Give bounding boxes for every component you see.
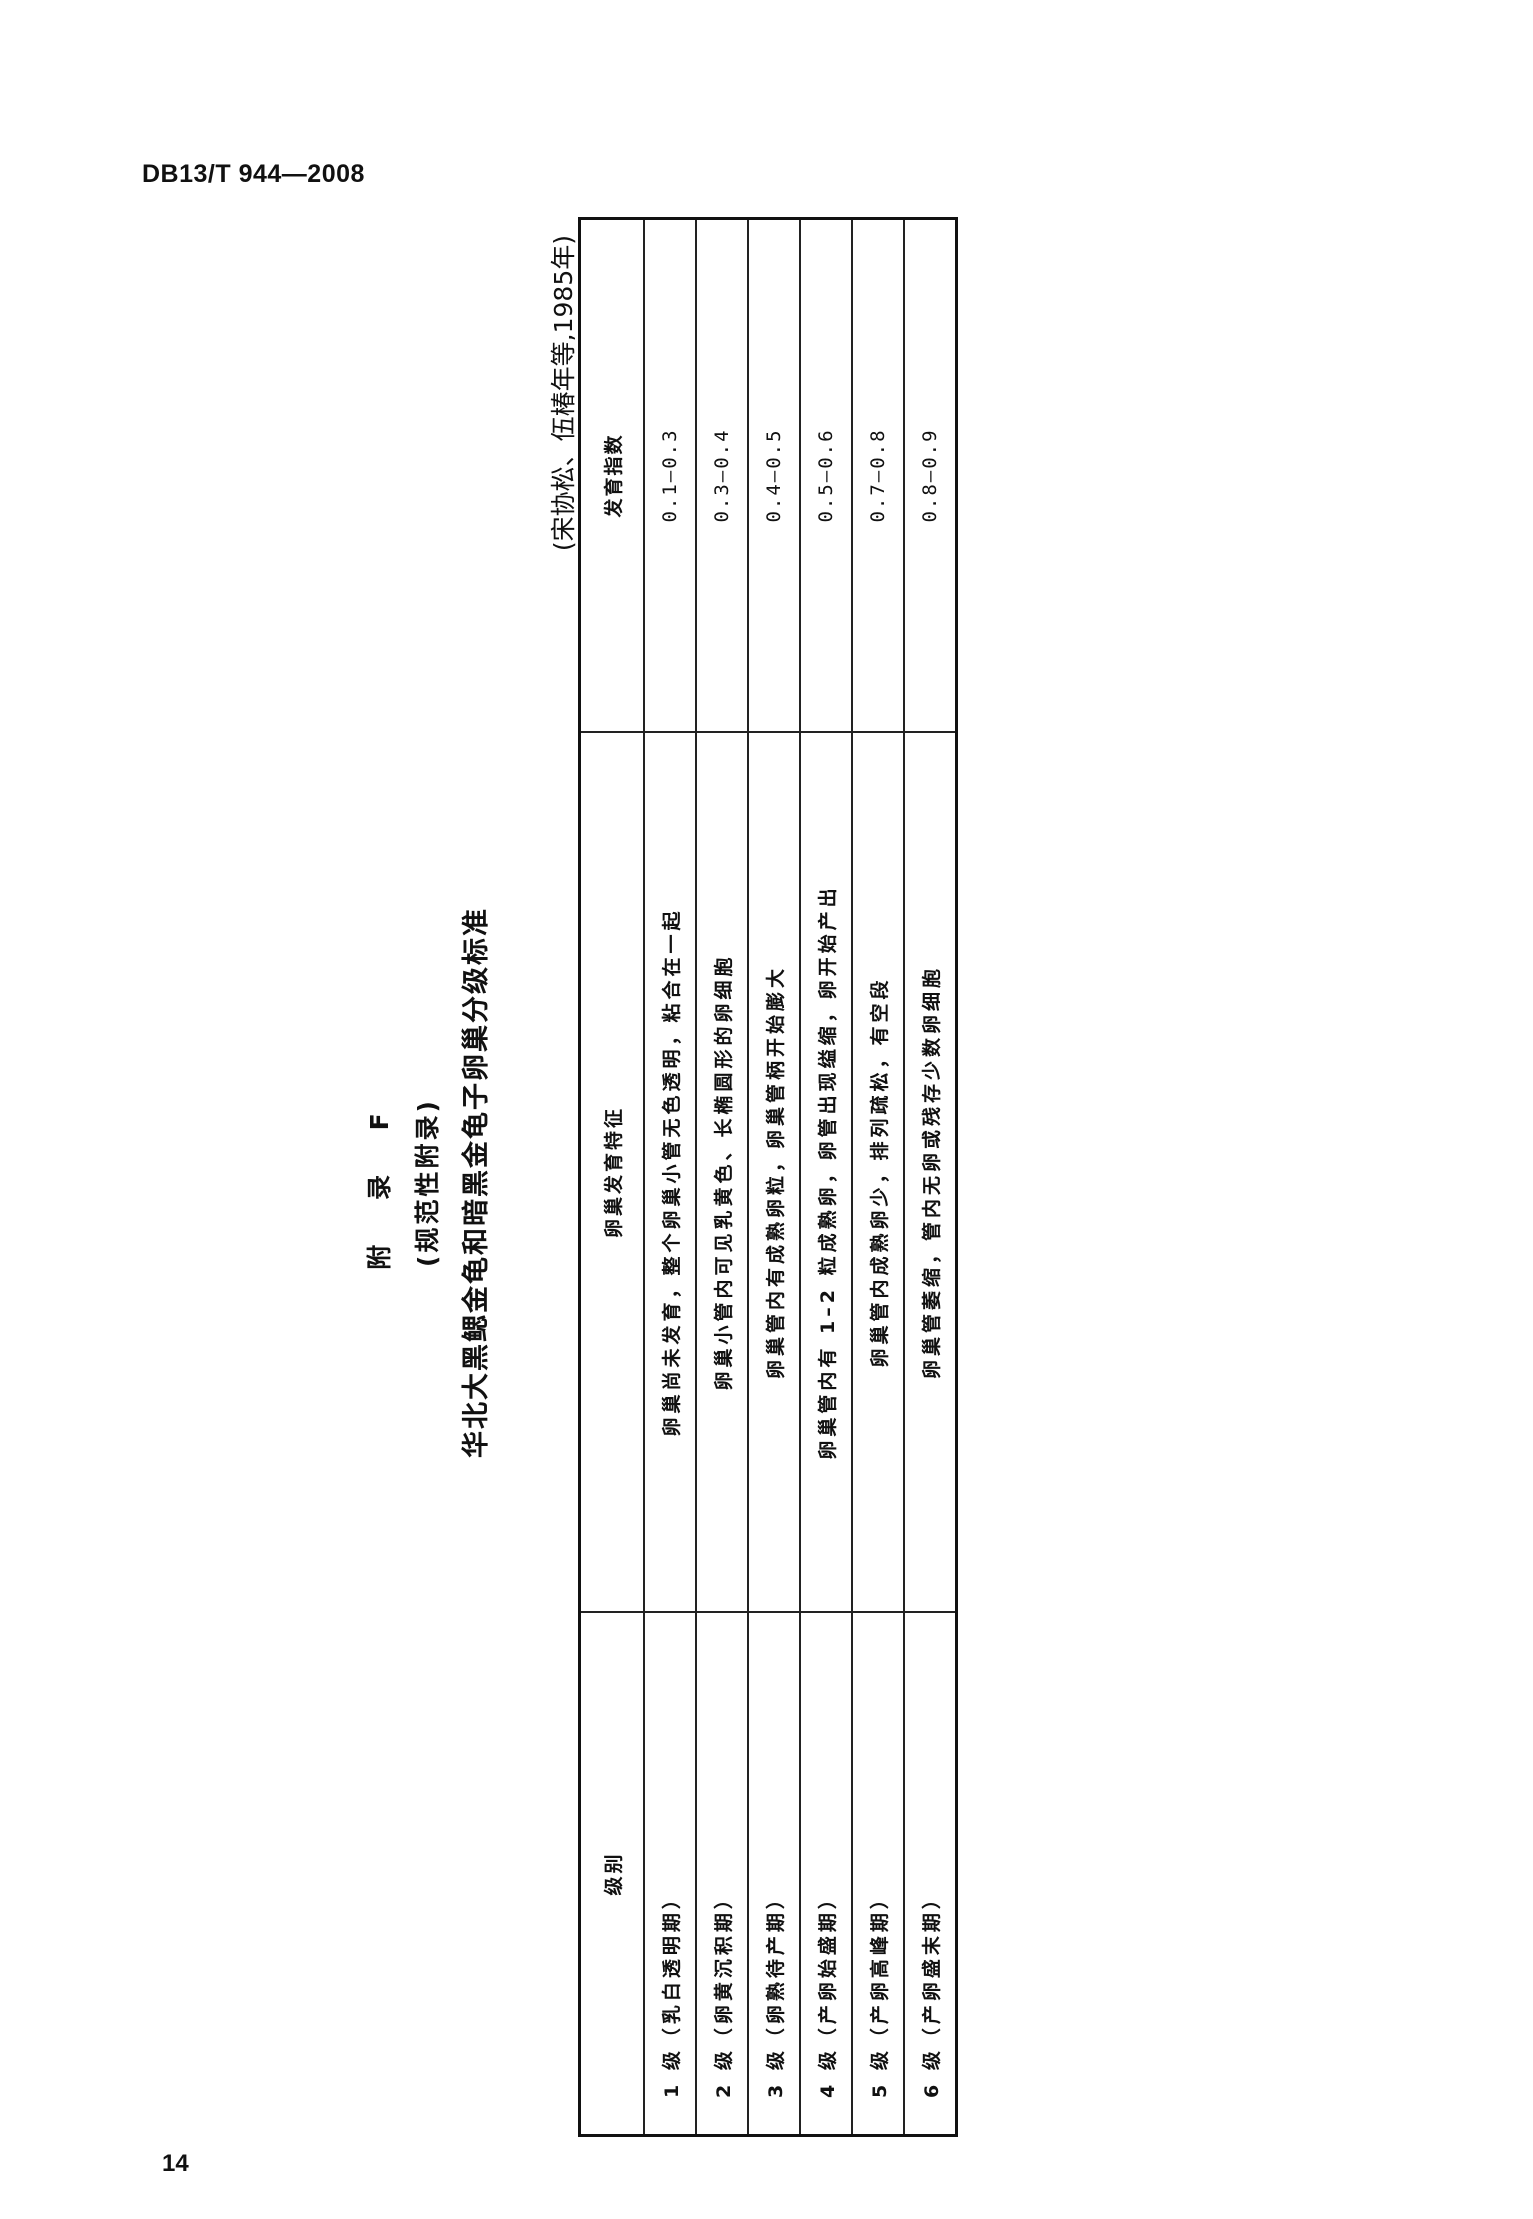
cell-index: 0.1–0.3 <box>644 218 696 732</box>
cell-level: 2 级（卵黄沉积期） <box>696 1612 748 2136</box>
rotated-annex-content: 附 录 F (规范性附录) 华北大黑鳃金龟和暗黑金龟子卵巢分级标准 (宋协松、伍… <box>330 217 958 2140</box>
table-row: 3 级（卵熟待产期） 卵巢管内有成熟卵粒，卵巢管柄开始膨大 0.4–0.5 <box>748 218 800 2136</box>
document-code: DB13/T 944—2008 <box>142 160 365 188</box>
header-level: 级别 <box>579 1612 644 2136</box>
cell-features: 卵巢管内有 1–2 粒成熟卵，卵管出现缢缩，卵开始产出 <box>800 732 852 1612</box>
table-row: 2 级（卵黄沉积期） 卵巢小管内可见乳黄色、长椭圆形的卵细胞 0.3–0.4 <box>696 218 748 2136</box>
header-index: 发育指数 <box>579 218 644 732</box>
cell-index: 0.8–0.9 <box>904 218 957 732</box>
table-header-row: 级别 卵巢发育特征 发育指数 <box>579 218 644 2136</box>
header-features: 卵巢发育特征 <box>579 732 644 1612</box>
page-number: 14 <box>162 2150 189 2177</box>
annex-type: (规范性附录) <box>413 1098 442 1267</box>
table-row: 5 级（产卵高峰期） 卵巢管内成熟卵少，排列疏松，有空段 0.7–0.8 <box>852 218 904 2136</box>
cell-level: 1 级（乳白透明期） <box>644 1612 696 2136</box>
ovary-grading-table: 级别 卵巢发育特征 发育指数 1 级（乳白透明期） 卵巢尚未发育，整个卵巢小管无色… <box>578 217 958 2137</box>
table-row: 1 级（乳白透明期） 卵巢尚未发育，整个卵巢小管无色透明，粘合在一起 0.1–0.3 <box>644 218 696 2136</box>
cell-level: 6 级（产卵盛末期） <box>904 1612 957 2136</box>
cell-level: 4 级（产卵始盛期） <box>800 1612 852 2136</box>
annex-label: 附 录 F <box>365 1095 394 1270</box>
table-row: 4 级（产卵始盛期） 卵巢管内有 1–2 粒成熟卵，卵管出现缢缩，卵开始产出 0.5… <box>800 218 852 2136</box>
cell-index: 0.7–0.8 <box>852 218 904 732</box>
citation: (宋协松、伍椿年等,1985年) <box>549 235 578 552</box>
cell-index: 0.5–0.6 <box>800 218 852 732</box>
cell-index: 0.4–0.5 <box>748 218 800 732</box>
cell-features: 卵巢尚未发育，整个卵巢小管无色透明，粘合在一起 <box>644 732 696 1612</box>
cell-features: 卵巢管萎缩，管内无卵或残存少数卵细胞 <box>904 732 957 1612</box>
cell-features: 卵巢管内成熟卵少，排列疏松，有空段 <box>852 732 904 1612</box>
cell-level: 5 级（产卵高峰期） <box>852 1612 904 2136</box>
cell-features: 卵巢小管内可见乳黄色、长椭圆形的卵细胞 <box>696 732 748 1612</box>
cell-index: 0.3–0.4 <box>696 218 748 732</box>
table-row: 6 级（产卵盛末期） 卵巢管萎缩，管内无卵或残存少数卵细胞 0.8–0.9 <box>904 218 957 2136</box>
cell-level: 3 级（卵熟待产期） <box>748 1612 800 2136</box>
annex-title: 华北大黑鳃金龟和暗黑金龟子卵巢分级标准 <box>461 907 492 1458</box>
cell-features: 卵巢管内有成熟卵粒，卵巢管柄开始膨大 <box>748 732 800 1612</box>
